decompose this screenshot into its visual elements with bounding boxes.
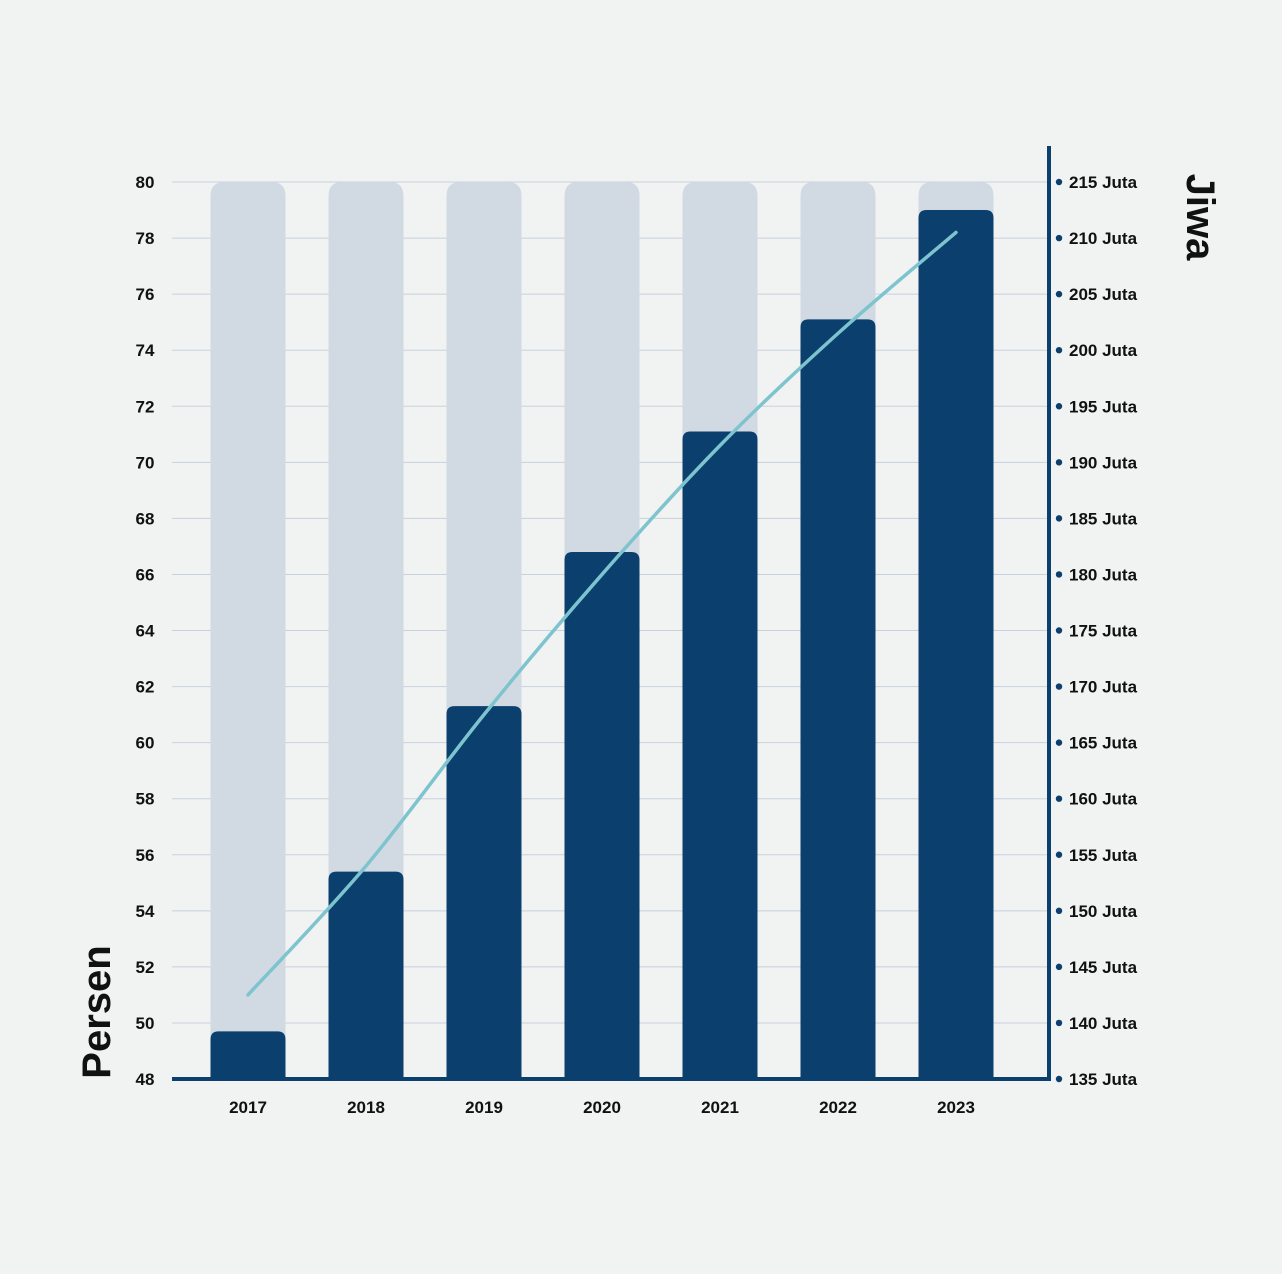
bar [446, 706, 522, 1079]
x-tick-label: 2023 [937, 1098, 975, 1117]
right-y-tick-label: 175 Juta [1069, 622, 1138, 641]
right-y-tick-dot [1055, 1075, 1063, 1083]
x-tick-label: 2022 [819, 1098, 857, 1117]
bars [210, 210, 994, 1079]
bar [800, 319, 876, 1079]
left-y-tick-label: 52 [136, 958, 155, 977]
left-y-tick-label: 54 [136, 902, 155, 921]
right-y-tick-label: 210 Juta [1069, 229, 1138, 248]
trend-line-layer [246, 230, 958, 997]
right-y-tick-dot [1055, 739, 1063, 746]
right-y-tick-dot [1055, 963, 1063, 971]
right-y-tick-dot [1055, 795, 1063, 802]
right-y-tick-label: 135 Juta [1069, 1070, 1138, 1089]
right-y-tick-dot [1055, 1019, 1063, 1027]
x-tick-label: 2017 [229, 1098, 267, 1117]
left-y-tick-label: 62 [136, 678, 155, 697]
right-y-tick-dot [1055, 907, 1063, 915]
right-y-tick-dot [1055, 515, 1063, 522]
x-tick-label: 2021 [701, 1098, 739, 1117]
right-y-tick-label: 145 Juta [1069, 958, 1138, 977]
right-y-tick-dot [1055, 290, 1063, 298]
left-y-tick-label: 70 [136, 453, 155, 472]
right-y-tick-label: 180 Juta [1069, 565, 1138, 584]
left-y-tick-label: 66 [136, 565, 155, 584]
bar [210, 1031, 286, 1079]
right-y-tick-label: 160 Juta [1069, 790, 1138, 809]
right-y-tick-label: 150 Juta [1069, 902, 1138, 921]
left-y-tick-label: 68 [136, 509, 155, 528]
left-y-tick-label: 58 [136, 790, 155, 809]
right-y-tick-label: 205 Juta [1069, 285, 1138, 304]
right-y-tick-dot [1055, 459, 1063, 466]
right-y-tick-label: 190 Juta [1069, 453, 1138, 472]
right-y-tick-dot [1055, 234, 1063, 242]
right-y-tick-label: 155 Juta [1069, 846, 1138, 865]
left-y-tick-label: 50 [136, 1014, 155, 1033]
bar [682, 431, 758, 1079]
right-y-tick-label: 165 Juta [1069, 734, 1138, 753]
x-tick-labels: 2017 2018 2019 2020 2021 2022 2023 [229, 1098, 975, 1117]
left-y-tick-label: 60 [136, 734, 155, 753]
bar [918, 210, 994, 1079]
right-y-tick-labels: 135 Juta 140 Juta 145 Juta 150 Juta 155 Juta… [1055, 173, 1138, 1089]
left-y-tick-label: 78 [136, 229, 155, 248]
bar [564, 552, 640, 1079]
right-y-tick-label: 200 Juta [1069, 341, 1138, 360]
right-y-tick-dot [1055, 851, 1063, 858]
x-tick-label: 2018 [347, 1098, 385, 1117]
left-y-tick-labels: 48 50 52 54 56 58 60 62 64 66 68 70 72 74 76 78 80 [136, 173, 155, 1089]
left-y-tick-label: 76 [136, 285, 155, 304]
x-tick-label: 2020 [583, 1098, 621, 1117]
left-y-tick-label: 74 [136, 341, 155, 360]
right-y-tick-label: 140 Juta [1069, 1014, 1138, 1033]
left-y-tick-label: 48 [136, 1070, 155, 1089]
left-y-tick-label: 56 [136, 846, 155, 865]
background-bar [328, 182, 404, 1079]
bar [328, 871, 404, 1079]
left-y-tick-label: 64 [136, 622, 155, 641]
right-y-tick-label: 185 Juta [1069, 509, 1138, 528]
axes [172, 146, 1051, 1081]
right-y-tick-label: 195 Juta [1069, 397, 1138, 416]
right-y-tick-dot [1055, 571, 1063, 578]
right-y-tick-dot [1055, 403, 1063, 410]
trend-line [246, 230, 958, 997]
right-y-tick-label: 215 Juta [1069, 173, 1138, 192]
x-tick-label: 2019 [465, 1098, 503, 1117]
background-bar [210, 182, 286, 1079]
right-y-tick-dot [1055, 627, 1063, 634]
right-y-tick-dot [1055, 683, 1063, 690]
left-y-tick-label: 80 [136, 173, 155, 192]
right-y-axis-title: Jiwa [1178, 174, 1222, 261]
right-y-tick-label: 170 Juta [1069, 678, 1138, 697]
left-y-axis-title: Persen [75, 945, 119, 1078]
right-y-tick-dot [1055, 346, 1063, 354]
right-y-tick-dot [1055, 178, 1063, 186]
left-y-tick-label: 72 [136, 397, 155, 416]
